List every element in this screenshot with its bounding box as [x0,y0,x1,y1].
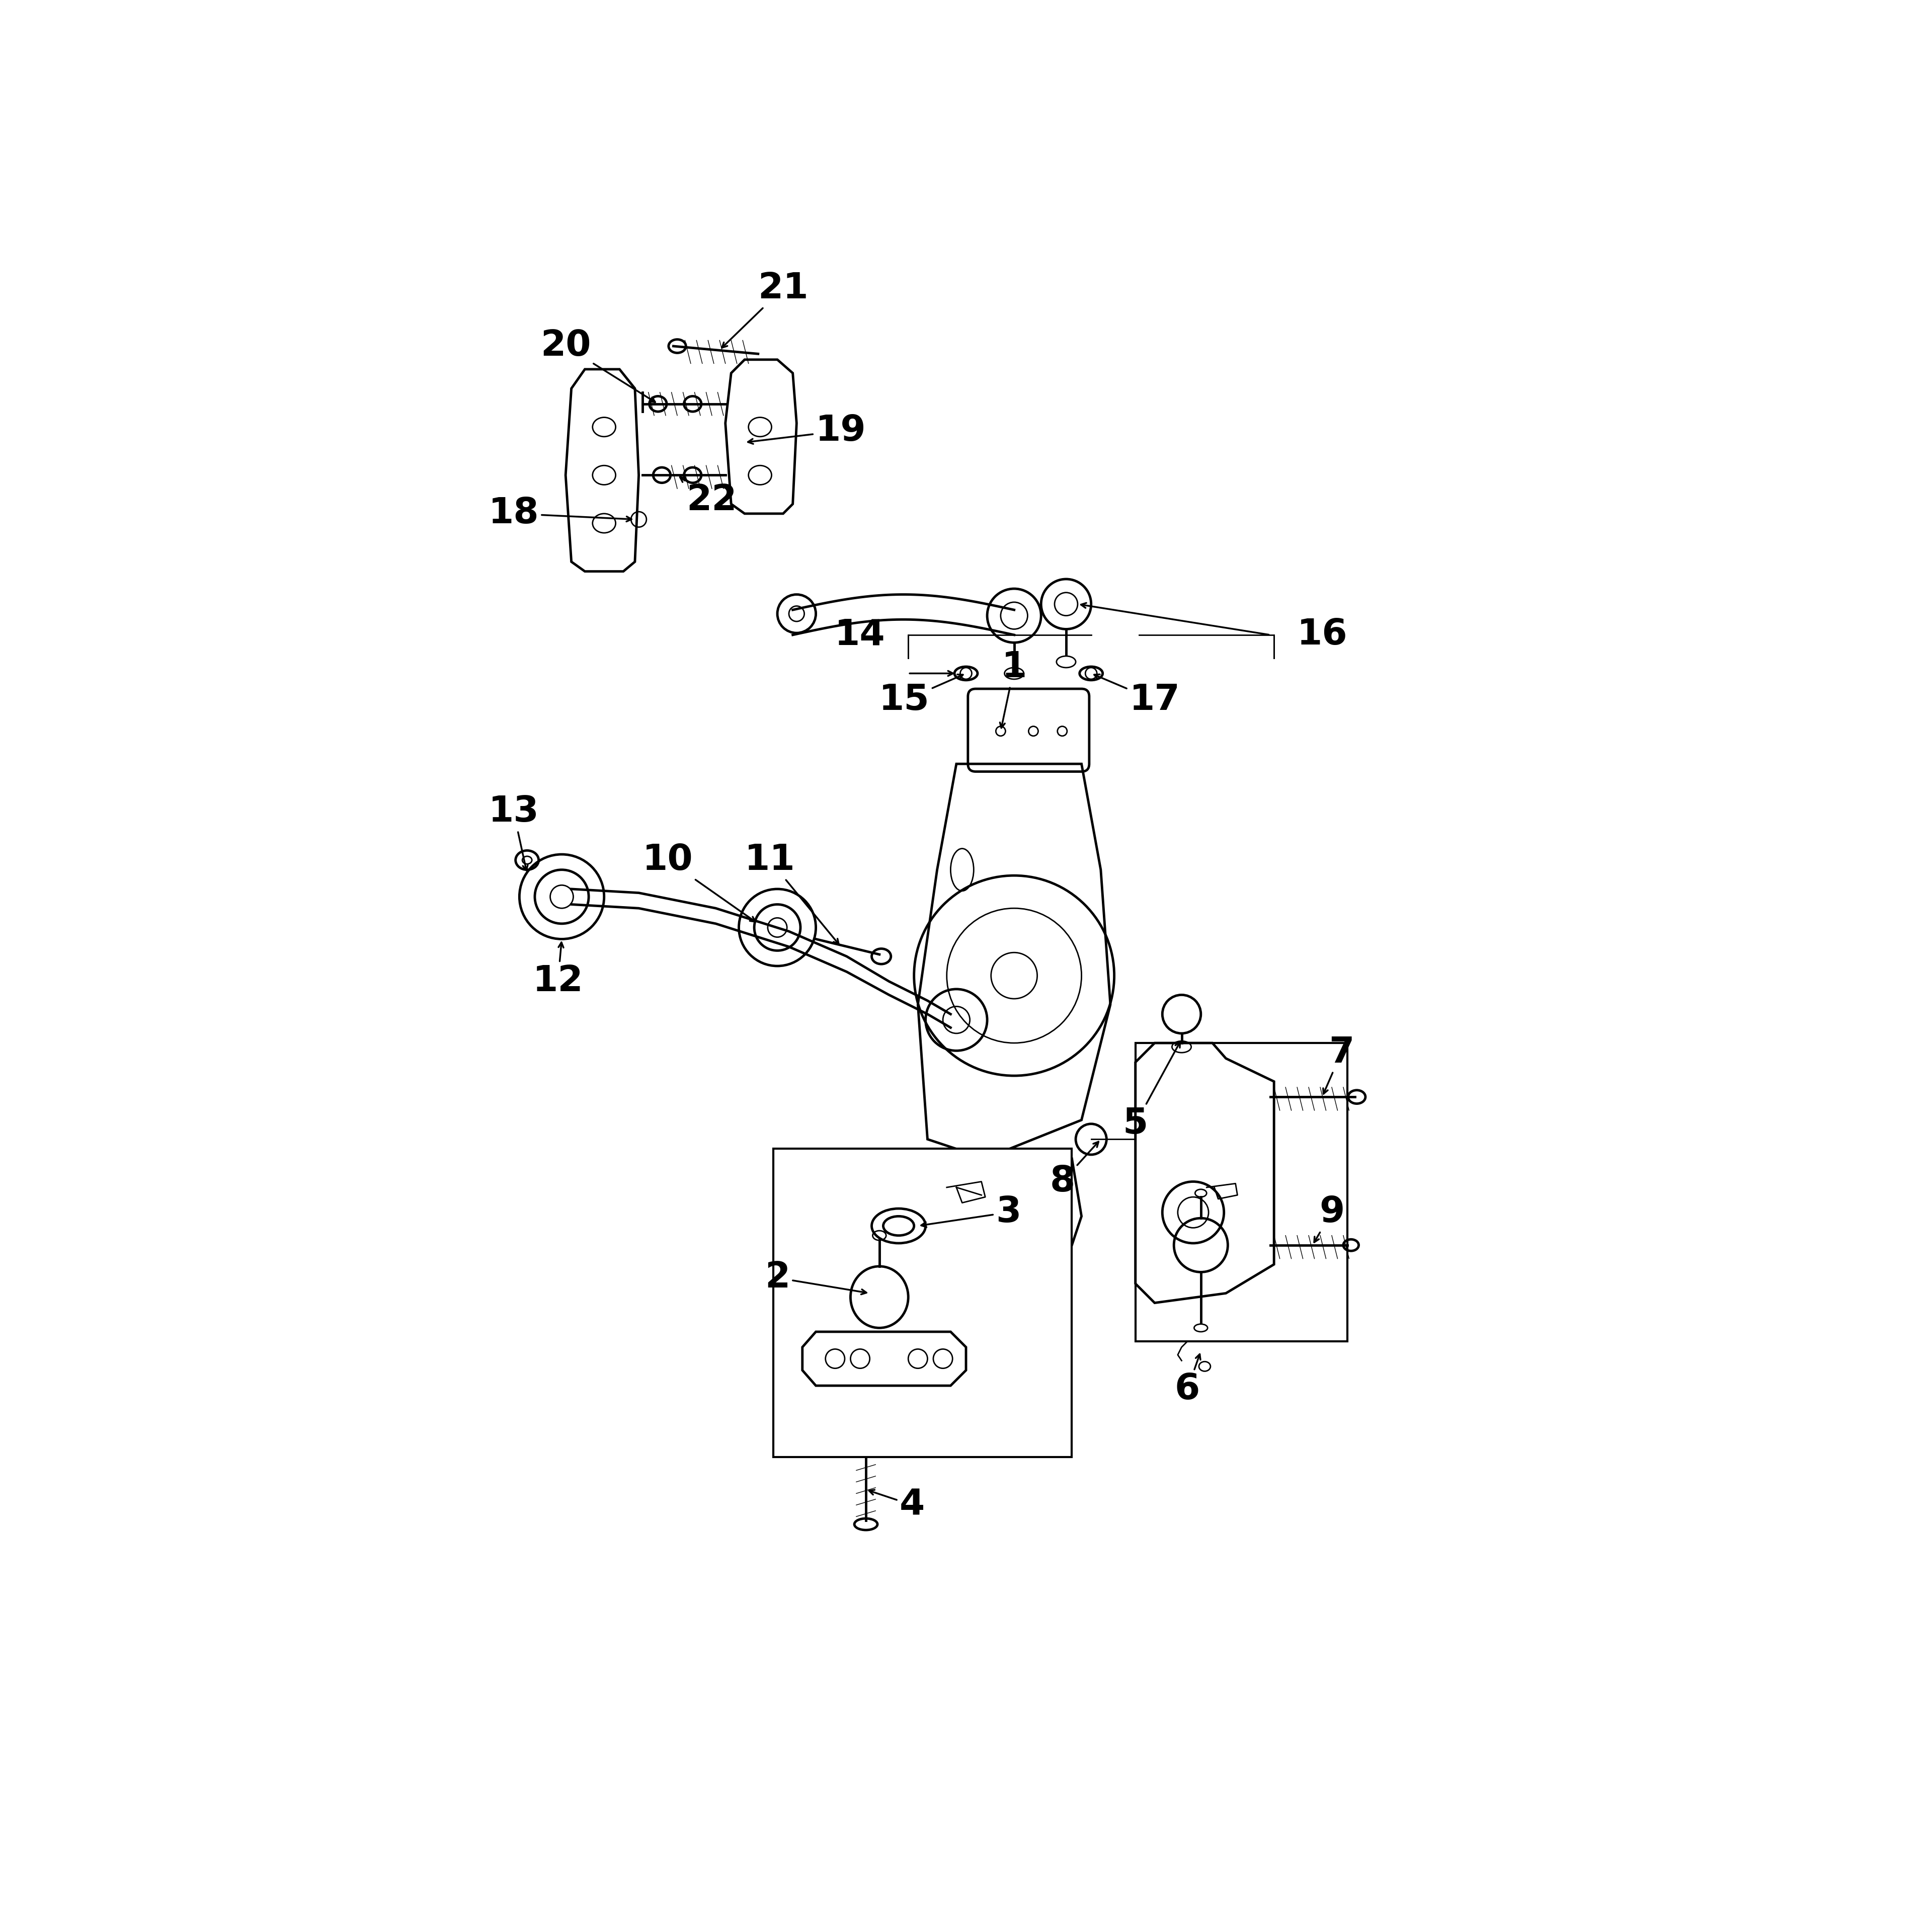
Text: 7: 7 [1323,1036,1354,1094]
Text: 10: 10 [641,842,755,922]
Text: 17: 17 [1094,674,1180,717]
Text: 5: 5 [1122,1041,1180,1142]
Text: 14: 14 [835,618,885,653]
Text: 8: 8 [1049,1142,1099,1200]
Text: 2: 2 [765,1260,866,1294]
Text: 1: 1 [1001,651,1026,728]
Text: 16: 16 [1296,618,1349,653]
Text: 18: 18 [489,497,632,531]
Text: 19: 19 [748,413,866,448]
Text: 20: 20 [541,328,655,402]
Bar [773,1150,1072,1457]
Text: 13: 13 [489,794,539,869]
FancyBboxPatch shape [968,690,1090,771]
Text: 21: 21 [723,270,808,348]
Text: 6: 6 [1175,1354,1200,1406]
Text: 22: 22 [680,477,738,518]
Text: 12: 12 [533,943,583,999]
Text: 3: 3 [922,1196,1020,1231]
Text: 4: 4 [869,1488,925,1522]
Text: 9: 9 [1314,1196,1345,1242]
Text: 11: 11 [744,842,838,945]
Text: 15: 15 [879,674,962,717]
Bar [1136,1043,1347,1341]
